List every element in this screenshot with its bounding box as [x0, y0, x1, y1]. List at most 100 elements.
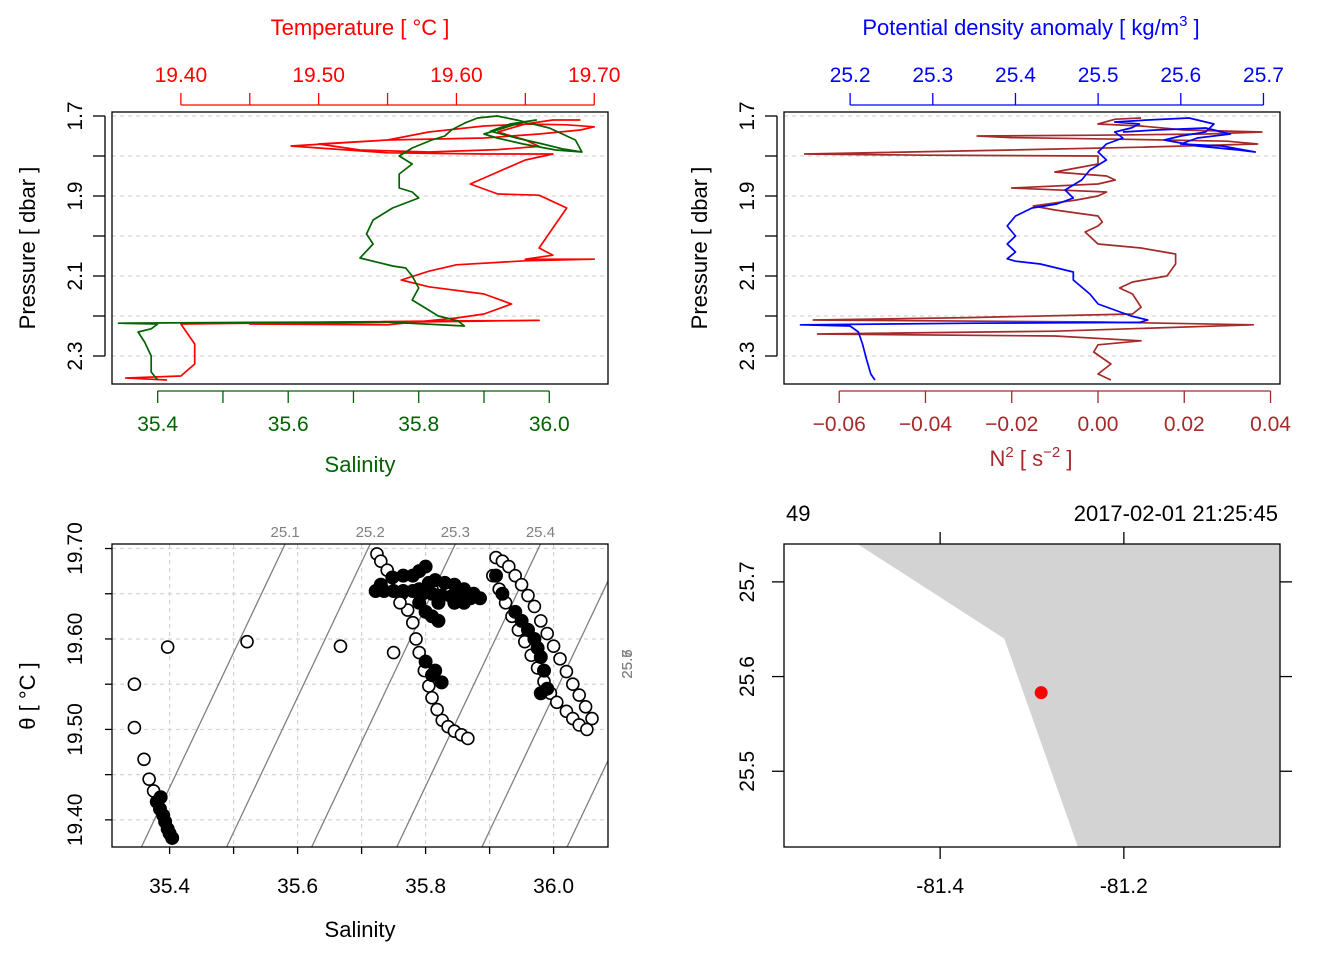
- salinity-tick-label: 35.8: [405, 875, 446, 898]
- n2-tick-label: 0.00: [1078, 413, 1119, 436]
- pressure-axis-title: Pressure [ dbar ]: [15, 167, 40, 330]
- density-line: [799, 117, 1257, 381]
- ts-point-dense: [533, 650, 548, 665]
- ts-point: [533, 614, 548, 628]
- map-frame: [783, 543, 1281, 848]
- ts-point: [527, 599, 542, 614]
- density-axis-title-exponent: 3: [1179, 13, 1187, 30]
- density-profile-grid: [784, 115, 1280, 357]
- n2-tick-label: 0.04: [1250, 413, 1291, 436]
- ts-point-dense: [434, 675, 449, 690]
- theta-tick-label: 19.60: [64, 613, 87, 666]
- density-tick-label: 25.6: [1160, 64, 1201, 87]
- theta-tick-label: 19.70: [64, 522, 87, 575]
- ts-point-dense: [153, 790, 168, 805]
- ts-diagram-points: [127, 547, 599, 845]
- isopycnal-label: 25.2: [356, 524, 385, 541]
- ts-point: [514, 577, 529, 592]
- density-axis-title-main: Potential density anomaly [ kg/m: [862, 15, 1179, 40]
- salinity-tick-label: 35.8: [398, 413, 439, 436]
- ts-point: [565, 677, 580, 691]
- ts-point: [549, 695, 564, 710]
- temperature-axis-title: Temperature [ °C ]: [271, 15, 450, 40]
- density-tick-label: 25.2: [830, 64, 871, 87]
- ts-point: [461, 731, 475, 746]
- ts-point-dense: [495, 586, 510, 601]
- ts-point: [553, 652, 567, 666]
- ts-point-dense: [421, 575, 436, 590]
- isopycnal-label: 25.3: [441, 524, 470, 541]
- ts-point-dense: [466, 586, 481, 601]
- station-map-panel: -81.4 -81.2 25.5 25.6 25.7 49 2017-02-01 21:…: [736, 501, 1292, 898]
- isopycnal-label: 25.4: [526, 524, 555, 541]
- n2-tick-label: −0.04: [899, 413, 952, 436]
- pressure-tick-label: 2.1: [736, 261, 759, 290]
- n2-tick-label: −0.06: [813, 413, 866, 436]
- temperature-tick-label: 19.40: [155, 64, 208, 87]
- ts-profile-panel: Temperature [ °C ] 19.40 19.50 19.60 19.70 3…: [15, 15, 621, 477]
- ts-profile-lines: [117, 115, 596, 381]
- ts-diagram-axes: 35.4 35.6 35.8 36.0 19.40 19.50 19.60 19.70: [64, 522, 574, 898]
- ts-point: [386, 645, 401, 660]
- ts-point: [578, 700, 593, 714]
- salinity-tick-label: 35.6: [277, 875, 318, 898]
- ts-point: [559, 664, 574, 679]
- ts-point-dense: [489, 568, 503, 583]
- temperature-tick-label: 19.70: [568, 64, 621, 87]
- longitude-tick-label: -81.2: [1100, 875, 1148, 898]
- ts-diagram-frame: [111, 543, 609, 848]
- ts-point: [580, 722, 594, 737]
- ts-point: [501, 559, 516, 574]
- salinity-line: [117, 115, 583, 381]
- latitude-tick-label: 25.6: [736, 656, 759, 697]
- n2-tick-label: −0.02: [985, 413, 1038, 436]
- ts-point: [333, 639, 348, 654]
- isopycnal-label: 25.5: [619, 649, 636, 678]
- ts-point: [240, 634, 254, 649]
- salinity-tick-label: 36.0: [529, 413, 570, 436]
- n2-axis-title-close: ]: [1060, 446, 1072, 471]
- isopycnal-label: 25.1: [270, 524, 299, 541]
- latitude-tick-label: 25.5: [736, 751, 759, 792]
- theta-tick-label: 19.40: [64, 794, 87, 847]
- n2-axis-title: N2 [ s−2 ]: [990, 444, 1073, 471]
- ts-point: [425, 690, 439, 705]
- ts-point-dense: [165, 830, 180, 845]
- station-marker: [1034, 686, 1048, 700]
- ts-profile-axes: 19.40 19.50 19.60 19.70 35.4 35.6 35.8 36.0 1.7 1…: [64, 64, 621, 436]
- density-tick-label: 25.4: [995, 64, 1036, 87]
- land-polygon: [857, 544, 1280, 847]
- ts-point: [142, 772, 156, 786]
- density-profile-panel: Potential density anomaly [ kg/m3 ] 25.2…: [687, 13, 1291, 471]
- ts-point: [405, 615, 420, 630]
- temperature-tick-label: 19.60: [430, 64, 483, 87]
- map-axes: -81.4 -81.2 25.5 25.6 25.7: [736, 532, 1292, 898]
- ts-point-dense: [428, 663, 443, 678]
- ts-point-dense: [537, 663, 551, 678]
- ts-point-dense: [412, 582, 427, 597]
- density-profile-axes: 25.2 25.3 25.4 25.5 25.6 25.7 −0.06 −0.04 −0.02 0…: [736, 64, 1291, 436]
- ts-point: [430, 702, 444, 717]
- density-profile-lines: [799, 117, 1263, 381]
- salinity-tick-label: 35.6: [268, 413, 309, 436]
- salinity-tick-label: 36.0: [533, 875, 574, 898]
- ts-point-dense: [418, 559, 433, 574]
- density-tick-label: 25.3: [912, 64, 953, 87]
- ts-point: [572, 688, 587, 702]
- isopycnal-line: [652, 544, 796, 847]
- ts-point: [127, 677, 142, 691]
- ts-point-dense: [418, 654, 433, 669]
- pressure-tick-label: 1.9: [64, 181, 87, 210]
- n2-axis-title-units: [ s: [1014, 446, 1043, 471]
- ts-diagram-panel: 25.1 25.2 25.3 25.425.525.625.7 35.4 35.6 35.…: [15, 522, 796, 942]
- ts-point: [508, 568, 523, 583]
- ts-point: [127, 720, 142, 735]
- isopycnal-label: 25.7: [619, 649, 636, 678]
- ts-point: [540, 626, 555, 641]
- pressure-tick-label: 1.7: [736, 101, 759, 130]
- pressure-axis-title-2: Pressure [ dbar ]: [687, 167, 712, 330]
- n2-axis-title-main: N: [990, 446, 1006, 471]
- ts-point: [373, 554, 388, 568]
- ts-point: [160, 640, 175, 654]
